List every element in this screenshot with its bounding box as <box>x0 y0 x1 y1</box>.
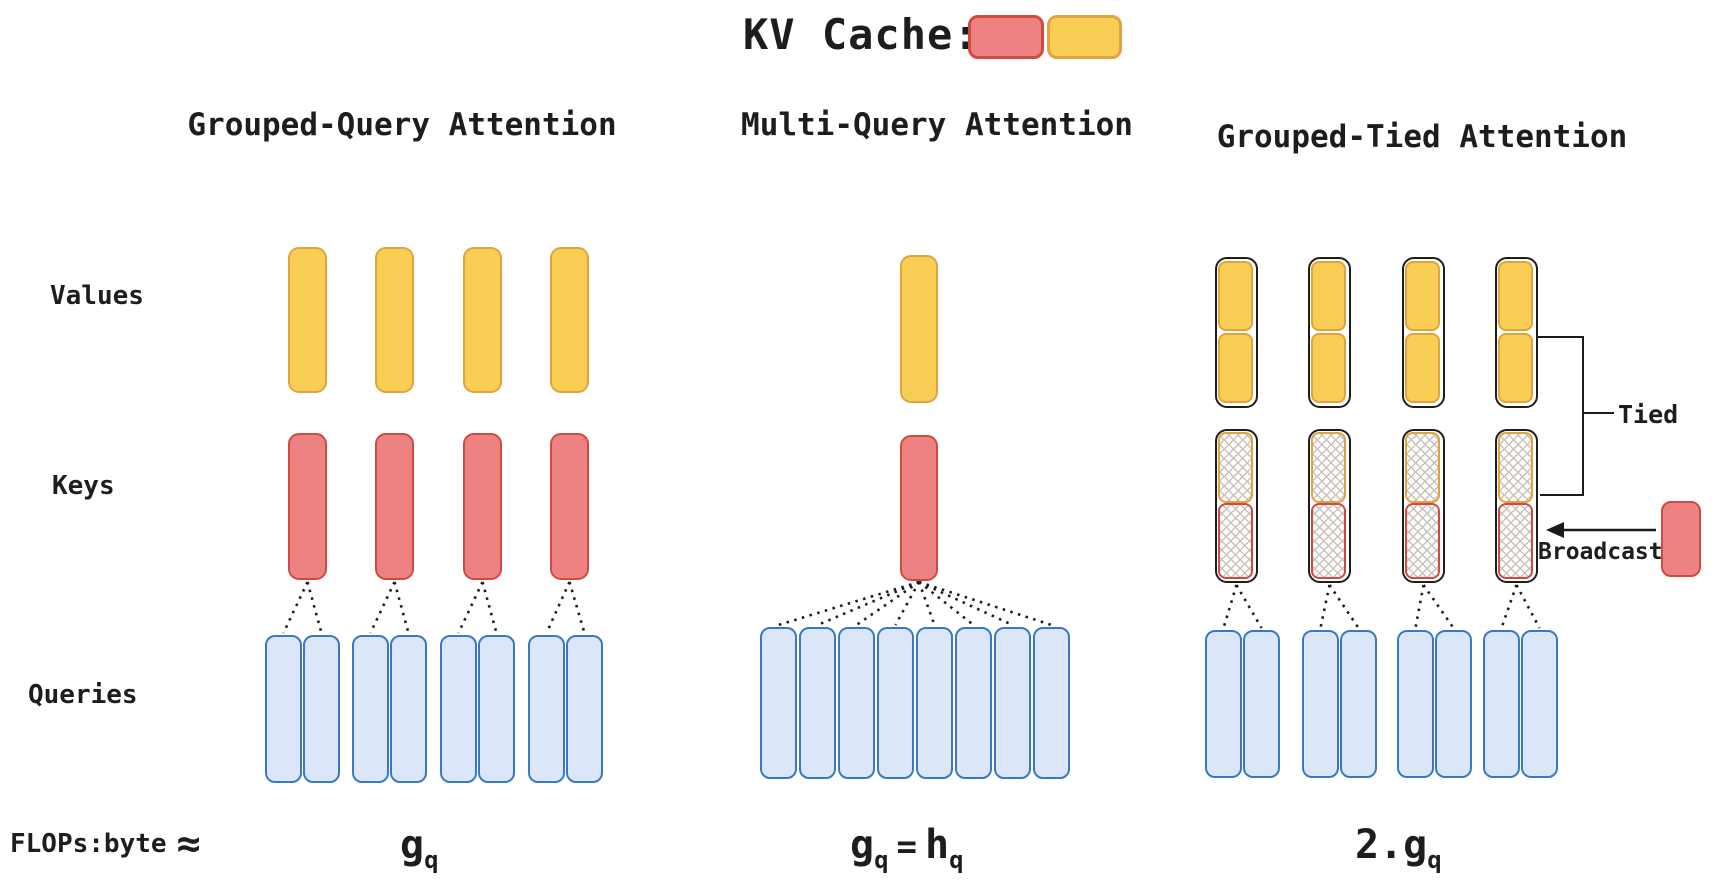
formula-subscript: q <box>949 846 964 874</box>
mqa-query-bar <box>799 627 836 779</box>
mqa-attention-fan-lines <box>778 580 1052 627</box>
page-title: KV Cache: <box>743 10 980 59</box>
gta-key-stack <box>1215 429 1258 583</box>
column-header-multi-query: Multi-Query Attention <box>741 107 1133 143</box>
flops-formula-mqa: gq = hq <box>850 822 964 872</box>
gta-value-stack <box>1215 257 1258 408</box>
gqa-value-bar <box>288 247 327 393</box>
gta-key-stack <box>1495 429 1538 583</box>
gta-query-bar <box>1205 630 1242 778</box>
mqa-key-bar <box>900 435 938 581</box>
gta-value-bar <box>1218 261 1253 331</box>
gta-key-broadcast-bar <box>1405 503 1440 579</box>
approx-symbol: ≈ <box>176 821 201 867</box>
gta-value-bar <box>1405 261 1440 331</box>
equals-sign: = <box>896 827 918 867</box>
gta-value-stack <box>1308 257 1351 408</box>
flops-byte-row: FLOPs:byte ≈ <box>10 821 201 867</box>
formula-base: h <box>925 822 950 868</box>
mqa-query-bar <box>760 627 797 779</box>
gta-value-bar <box>1218 333 1253 403</box>
gta-key-tied-bar <box>1218 432 1253 503</box>
formula-subscript: q <box>424 846 439 874</box>
gta-key-tied-bar <box>1311 432 1346 503</box>
gqa-value-bar <box>375 247 414 393</box>
formula-subscript: q <box>1427 846 1442 874</box>
gta-query-bar <box>1243 630 1280 778</box>
broadcast-source-key-bar <box>1661 501 1701 577</box>
mqa-query-bar <box>838 627 875 779</box>
gqa-attention-fan-lines <box>282 581 586 634</box>
gta-key-broadcast-bar <box>1218 503 1253 579</box>
column-header-grouped-query: Grouped-Query Attention <box>187 107 617 143</box>
gta-key-broadcast-bar <box>1311 503 1346 579</box>
gta-value-bar <box>1311 261 1346 331</box>
mqa-query-bar <box>955 627 992 779</box>
gqa-query-bar <box>478 635 515 783</box>
row-label-keys: Keys <box>52 471 115 501</box>
gta-value-stack <box>1402 257 1445 408</box>
gta-value-bar <box>1498 333 1533 403</box>
flops-formula-gqa: gq <box>400 822 439 872</box>
broadcast-arrow <box>1546 522 1656 538</box>
tied-bracket <box>1538 336 1614 496</box>
gqa-key-bar <box>463 433 502 580</box>
gta-key-broadcast-bar <box>1498 503 1533 579</box>
row-label-queries: Queries <box>28 680 138 710</box>
formula-base: 2.g <box>1355 822 1428 868</box>
gta-query-bar <box>1483 630 1520 778</box>
flops-byte-label: FLOPs:byte <box>10 829 167 859</box>
gta-query-bar <box>1340 630 1377 778</box>
gta-query-bar <box>1397 630 1434 778</box>
gta-key-tied-bar <box>1498 432 1533 503</box>
gqa-query-bar <box>528 635 565 783</box>
gqa-value-bar <box>550 247 589 393</box>
gqa-key-bar <box>288 433 327 580</box>
gta-value-bar <box>1405 333 1440 403</box>
formula-base: g <box>850 822 875 868</box>
gta-key-stack <box>1402 429 1445 583</box>
mqa-value-bar <box>900 255 938 403</box>
gqa-key-bar <box>375 433 414 580</box>
gta-value-bar <box>1311 333 1346 403</box>
broadcast-label: Broadcast <box>1538 539 1663 565</box>
gta-key-stack <box>1308 429 1351 583</box>
mqa-query-bar <box>1033 627 1070 779</box>
gqa-query-bar <box>352 635 389 783</box>
gta-attention-fan-lines <box>1222 584 1541 629</box>
formula-base: g <box>400 822 425 868</box>
gta-query-bar <box>1435 630 1472 778</box>
gta-query-bar <box>1302 630 1339 778</box>
gqa-query-bar <box>303 635 340 783</box>
column-header-grouped-tied: Grouped-Tied Attention <box>1216 119 1628 155</box>
mqa-query-bar <box>994 627 1031 779</box>
mqa-query-bar <box>877 627 914 779</box>
flops-formula-gta: 2.gq <box>1355 822 1442 872</box>
gta-value-stack <box>1495 257 1538 408</box>
formula-subscript: q <box>874 846 889 874</box>
kv-cache-value-swatch <box>1047 15 1122 59</box>
gqa-query-bar <box>390 635 427 783</box>
gta-value-bar <box>1498 261 1533 331</box>
gqa-query-bar <box>566 635 603 783</box>
gta-query-bar <box>1521 630 1558 778</box>
tied-label: Tied <box>1618 400 1679 429</box>
kv-cache-key-swatch <box>968 15 1044 59</box>
gqa-value-bar <box>463 247 502 393</box>
gqa-key-bar <box>550 433 589 580</box>
gta-key-tied-bar <box>1405 432 1440 503</box>
gqa-query-bar <box>440 635 477 783</box>
gqa-query-bar <box>265 635 302 783</box>
row-label-values: Values <box>50 281 144 311</box>
mqa-query-bar <box>916 627 953 779</box>
